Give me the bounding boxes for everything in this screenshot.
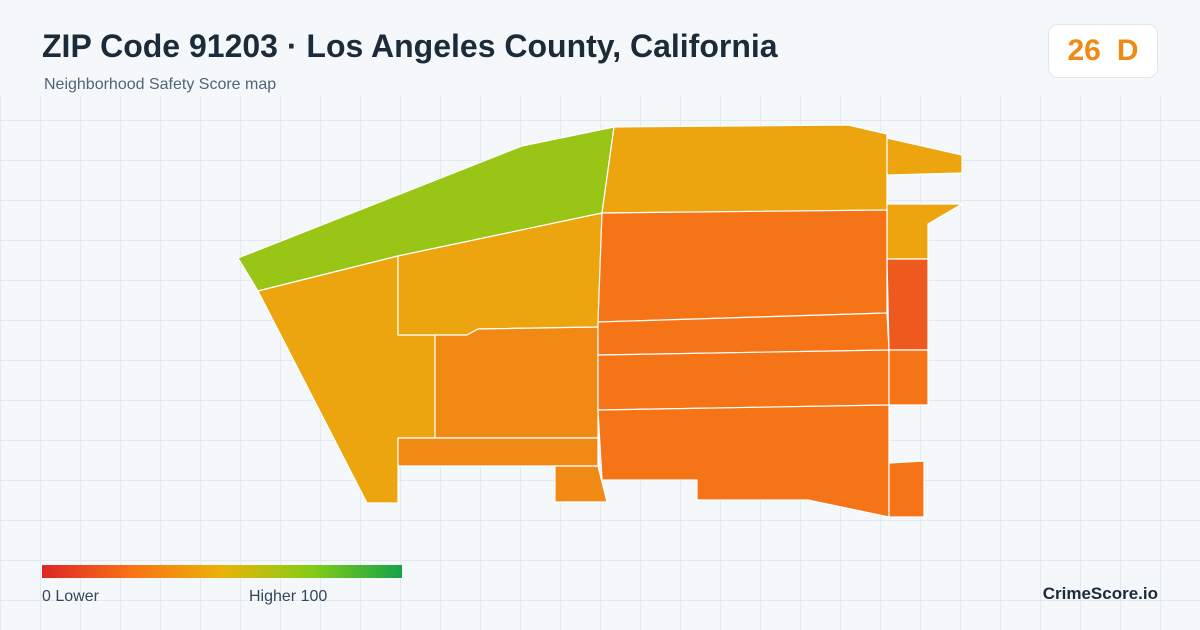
brand-logo-text: CrimeScore.io xyxy=(1042,584,1158,603)
region-east-upper[interactable] xyxy=(597,209,888,323)
region-central-west[interactable] xyxy=(434,326,599,439)
region-north-central[interactable] xyxy=(601,124,888,214)
page-subtitle: Neighborhood Safety Score map xyxy=(44,76,277,93)
region-east-band-2[interactable] xyxy=(597,349,890,411)
score-value: 26 xyxy=(1067,34,1101,67)
region-east-lower[interactable] xyxy=(597,404,890,518)
region-far-east-hotspot[interactable] xyxy=(886,258,929,351)
region-south-stub[interactable] xyxy=(554,465,608,503)
region-far-east-bottom[interactable] xyxy=(888,460,925,518)
legend-gradient-bar xyxy=(42,565,402,578)
page-title: ZIP Code 91203 · Los Angeles County, Cal… xyxy=(42,28,778,64)
legend-high-label: Higher 100 xyxy=(249,588,328,605)
region-far-east-mid[interactable] xyxy=(888,349,929,406)
legend-low-label: 0 Lower xyxy=(42,588,99,605)
region-northeast-wedge[interactable] xyxy=(886,203,963,260)
header-band xyxy=(0,0,1200,96)
score-grade: D xyxy=(1116,34,1139,67)
region-northeast-top[interactable] xyxy=(886,137,963,176)
region-southwest-strip[interactable] xyxy=(397,437,599,467)
score-badge: 26 D xyxy=(1048,24,1158,78)
